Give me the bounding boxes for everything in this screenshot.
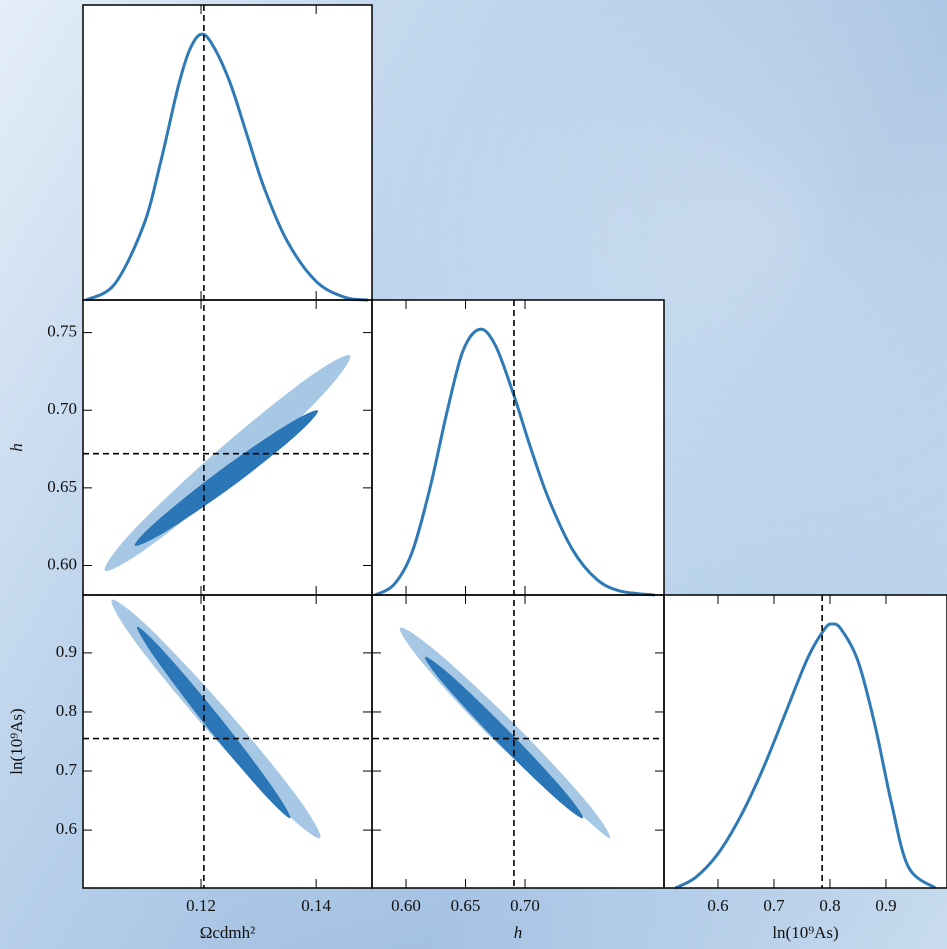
y-tick-label: 0.6 [56, 819, 77, 838]
contour [136, 626, 291, 819]
x-tick-label: 0.9 [875, 896, 896, 915]
marginal-curve [674, 622, 937, 890]
marginal-curve [85, 32, 369, 302]
x-axis-label: ln(10⁹As) [772, 923, 838, 942]
x-tick-label: 0.65 [451, 896, 481, 915]
x-tick-label: 0.70 [510, 896, 540, 915]
y-axis-label: h [7, 443, 26, 452]
contour [424, 656, 584, 819]
x-tick-label: 0.6 [707, 896, 728, 915]
y-tick-label: 0.60 [47, 554, 77, 573]
panel [83, 5, 372, 300]
y-tick-label: 0.75 [47, 322, 77, 341]
x-axis-label: Ωcdmh² [200, 923, 256, 942]
panel-frame [663, 594, 947, 889]
x-tick-label: 0.12 [186, 896, 216, 915]
panel [664, 595, 947, 888]
y-tick-label: 0.70 [47, 399, 77, 418]
panel [372, 300, 664, 595]
y-tick-label: 0.65 [47, 477, 77, 496]
y-tick-label: 0.7 [56, 760, 78, 779]
x-axis-label: h [514, 923, 523, 942]
y-axis-label: ln(10⁹As) [7, 708, 26, 774]
x-tick-label: 0.14 [301, 896, 331, 915]
x-tick-label: 0.8 [819, 896, 840, 915]
y-tick-label: 0.9 [56, 642, 77, 661]
y-tick-label: 0.8 [56, 701, 77, 720]
marginal-curve [374, 327, 655, 597]
x-tick-label: 0.7 [763, 896, 785, 915]
contour [134, 410, 319, 546]
x-tick-label: 0.60 [391, 896, 421, 915]
